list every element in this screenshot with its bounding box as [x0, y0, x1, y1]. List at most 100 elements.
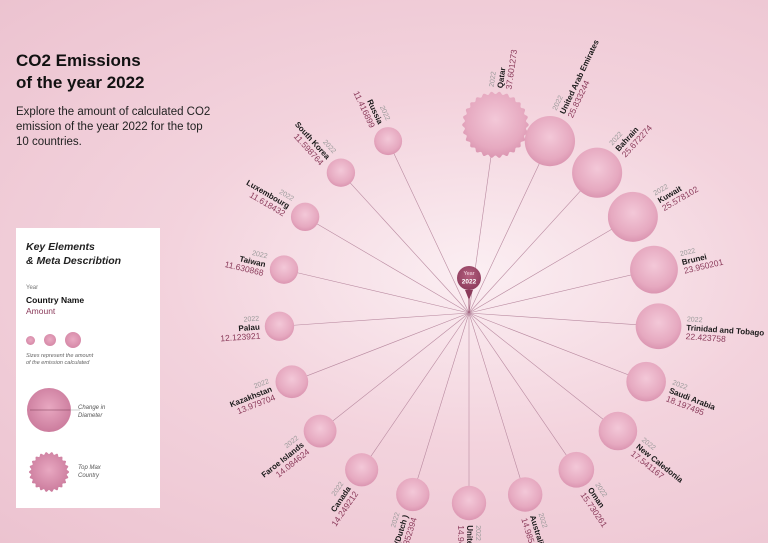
- legend-title-line-2: & Meta Describtion: [26, 255, 122, 267]
- spoke-lines: [279, 124, 659, 503]
- spoke-sint-maarten-dutch: [412, 312, 470, 495]
- bubble-oman[interactable]: [558, 451, 595, 488]
- spoke-canada: [361, 312, 470, 470]
- center-year-value: 2022: [462, 279, 477, 286]
- legend-topmax-circle: [28, 452, 70, 492]
- year-label-sint-maarten-dutch: 2022: [390, 512, 401, 529]
- legend-graphics: [27, 388, 80, 492]
- bubble-palau[interactable]: [264, 311, 295, 341]
- legend-diameter-note: Change in Diameter: [78, 404, 138, 420]
- legend-size-medium-dot: [44, 334, 56, 346]
- center-year-badge: [457, 266, 481, 290]
- bubble-qatar[interactable]: [462, 91, 529, 158]
- spoke-russia: [387, 140, 470, 314]
- page-subtitle: Explore the amount of calculated CO2 emi…: [16, 106, 211, 148]
- year-label-taiwan: 2022: [251, 250, 268, 260]
- spoke-faroe-islands: [319, 312, 470, 432]
- center-year-label: Year: [463, 271, 474, 277]
- spoke-bahrain: [468, 172, 598, 314]
- bubble-united-states[interactable]: [451, 485, 487, 521]
- year-label-united-states: 2022: [474, 525, 481, 541]
- bubble-south-korea[interactable]: [326, 158, 356, 187]
- spoke-trinidad-and-tobago: [468, 312, 659, 327]
- bubble-faroe-islands[interactable]: [303, 414, 337, 448]
- label-group-sint-maarten-dutch: 2022Sint Maarten (Dutch )14.352394: [378, 512, 419, 543]
- bubble-united-arab-emirates[interactable]: [524, 115, 576, 167]
- country-label-palau: Palau: [238, 323, 260, 333]
- bubble-canada[interactable]: [345, 453, 379, 487]
- center-marker: Year 2022: [457, 266, 481, 313]
- bubble-australia[interactable]: [507, 477, 543, 512]
- legend-year-label: Year: [26, 285, 39, 291]
- year-label-palau: 2022: [243, 316, 259, 324]
- amount-label-united-states: 14.949616: [456, 525, 466, 543]
- legend-diameter-note-line-1: Change in: [78, 405, 106, 411]
- legend-title-line-1: Key Elements: [26, 241, 95, 253]
- spoke-kazakhstan: [291, 312, 470, 382]
- spoke-brunei: [468, 269, 655, 314]
- legend-diameter-note-line-2: Diameter: [78, 413, 103, 419]
- amount-label-trinidad-and-tobago: 22.423758: [685, 331, 726, 344]
- legend-size-note: Sizes represent the amount of the emissi…: [26, 353, 136, 367]
- amount-label-palau: 12.123921: [220, 331, 261, 344]
- spoke-palau: [279, 312, 470, 327]
- legend-title: Key Elements & Meta Describtion: [26, 240, 151, 268]
- legend-topmax-note: Top Max Country: [78, 464, 138, 480]
- country-bubbles: [264, 91, 682, 521]
- year-label-qatar: 2022: [489, 71, 498, 88]
- spoke-luxembourg: [304, 216, 470, 314]
- spoke-oman: [468, 312, 577, 470]
- legend-topmax-note-line-2: Country: [78, 473, 100, 479]
- bubble-luxembourg[interactable]: [290, 202, 320, 232]
- spoke-new-caledonia: [468, 312, 619, 432]
- legend-size-large-dot: [65, 332, 81, 348]
- bubble-new-caledonia[interactable]: [598, 411, 638, 451]
- year-label-brunei: 2022: [679, 248, 696, 258]
- country-label-qatar: Qatar: [496, 67, 508, 89]
- page-title: CO2 Emissions of the year 2022: [16, 50, 145, 94]
- spoke-taiwan: [283, 269, 470, 314]
- bubble-bahrain[interactable]: [572, 147, 623, 198]
- bubble-brunei[interactable]: [630, 245, 678, 294]
- bubble-sint-maarten-dutch[interactable]: [396, 477, 430, 512]
- title-line-2: of the year 2022: [16, 73, 145, 92]
- bubble-russia[interactable]: [374, 127, 403, 156]
- year-label-australia: 2022: [537, 512, 548, 529]
- legend-amount-label: Amount: [26, 306, 56, 316]
- amount-label-qatar: 37.601273: [504, 49, 520, 90]
- year-label-trinidad-and-tobago: 2022: [687, 316, 703, 324]
- country-label-united-states: United States: [465, 525, 474, 543]
- bubble-kazakhstan[interactable]: [275, 365, 309, 399]
- spoke-south-korea: [340, 172, 470, 314]
- legend-topmax-note-line-1: Top Max: [78, 465, 101, 471]
- legend-size-note-line-1: Sizes represent the amount: [26, 353, 94, 359]
- bubble-trinidad-and-tobago[interactable]: [635, 303, 682, 350]
- spoke-kuwait: [468, 216, 634, 314]
- bubble-kuwait[interactable]: [607, 191, 658, 242]
- bubble-taiwan[interactable]: [269, 255, 299, 284]
- bubble-saudi-arabia[interactable]: [626, 361, 666, 402]
- legend-size-small-dot: [26, 336, 35, 345]
- spoke-united-arab-emirates: [468, 140, 551, 314]
- spoke-australia: [468, 312, 526, 495]
